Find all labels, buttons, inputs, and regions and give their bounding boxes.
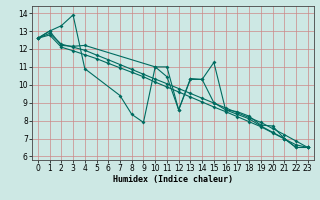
X-axis label: Humidex (Indice chaleur): Humidex (Indice chaleur)	[113, 175, 233, 184]
